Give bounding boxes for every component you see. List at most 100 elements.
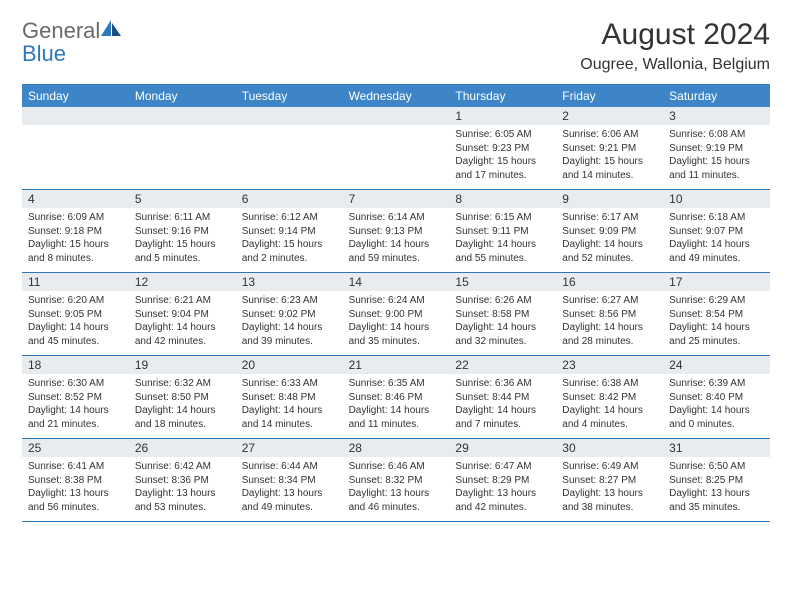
day-details [22,125,129,185]
calendar-cell: 27Sunrise: 6:44 AMSunset: 8:34 PMDayligh… [236,439,343,521]
calendar-cell: 19Sunrise: 6:32 AMSunset: 8:50 PMDayligh… [129,356,236,438]
day-details: Sunrise: 6:32 AMSunset: 8:50 PMDaylight:… [129,374,236,437]
calendar-cell: 3Sunrise: 6:08 AMSunset: 9:19 PMDaylight… [663,107,770,189]
day-number: 9 [556,190,663,208]
day-details: Sunrise: 6:44 AMSunset: 8:34 PMDaylight:… [236,457,343,520]
calendar-cell: 18Sunrise: 6:30 AMSunset: 8:52 PMDayligh… [22,356,129,438]
day-details: Sunrise: 6:38 AMSunset: 8:42 PMDaylight:… [556,374,663,437]
day-details: Sunrise: 6:50 AMSunset: 8:25 PMDaylight:… [663,457,770,520]
day-header: Thursday [449,85,556,107]
location: Ougree, Wallonia, Belgium [580,56,770,74]
calendar-week: 11Sunrise: 6:20 AMSunset: 9:05 PMDayligh… [22,273,770,356]
day-headers-row: SundayMondayTuesdayWednesdayThursdayFrid… [22,85,770,107]
calendar-cell: 28Sunrise: 6:46 AMSunset: 8:32 PMDayligh… [343,439,450,521]
day-number: 29 [449,439,556,457]
calendar-cell: 12Sunrise: 6:21 AMSunset: 9:04 PMDayligh… [129,273,236,355]
day-details [236,125,343,185]
day-details: Sunrise: 6:11 AMSunset: 9:16 PMDaylight:… [129,208,236,271]
calendar-cell: 4Sunrise: 6:09 AMSunset: 9:18 PMDaylight… [22,190,129,272]
calendar-cell: 10Sunrise: 6:18 AMSunset: 9:07 PMDayligh… [663,190,770,272]
day-number: 14 [343,273,450,291]
calendar-cell: 17Sunrise: 6:29 AMSunset: 8:54 PMDayligh… [663,273,770,355]
calendar-cell: 5Sunrise: 6:11 AMSunset: 9:16 PMDaylight… [129,190,236,272]
calendar-cell: 25Sunrise: 6:41 AMSunset: 8:38 PMDayligh… [22,439,129,521]
calendar-cell: 22Sunrise: 6:36 AMSunset: 8:44 PMDayligh… [449,356,556,438]
calendar-cell: 13Sunrise: 6:23 AMSunset: 9:02 PMDayligh… [236,273,343,355]
day-details [343,125,450,185]
calendar-cell [236,107,343,189]
day-details: Sunrise: 6:23 AMSunset: 9:02 PMDaylight:… [236,291,343,354]
day-details: Sunrise: 6:18 AMSunset: 9:07 PMDaylight:… [663,208,770,271]
day-header: Tuesday [236,85,343,107]
day-number: 6 [236,190,343,208]
day-details: Sunrise: 6:20 AMSunset: 9:05 PMDaylight:… [22,291,129,354]
day-details: Sunrise: 6:41 AMSunset: 8:38 PMDaylight:… [22,457,129,520]
header: General Blue August 2024 Ougree, Walloni… [22,18,770,74]
day-number: 4 [22,190,129,208]
day-details: Sunrise: 6:36 AMSunset: 8:44 PMDaylight:… [449,374,556,437]
calendar-cell [343,107,450,189]
calendar-cell: 9Sunrise: 6:17 AMSunset: 9:09 PMDaylight… [556,190,663,272]
day-details: Sunrise: 6:06 AMSunset: 9:21 PMDaylight:… [556,125,663,188]
calendar-cell: 24Sunrise: 6:39 AMSunset: 8:40 PMDayligh… [663,356,770,438]
day-details: Sunrise: 6:47 AMSunset: 8:29 PMDaylight:… [449,457,556,520]
calendar-cell: 11Sunrise: 6:20 AMSunset: 9:05 PMDayligh… [22,273,129,355]
day-details: Sunrise: 6:29 AMSunset: 8:54 PMDaylight:… [663,291,770,354]
calendar-cell [129,107,236,189]
day-details: Sunrise: 6:27 AMSunset: 8:56 PMDaylight:… [556,291,663,354]
month-title: August 2024 [580,18,770,52]
day-details: Sunrise: 6:08 AMSunset: 9:19 PMDaylight:… [663,125,770,188]
calendar-cell: 14Sunrise: 6:24 AMSunset: 9:00 PMDayligh… [343,273,450,355]
day-header: Wednesday [343,85,450,107]
day-number: 1 [449,107,556,125]
day-header: Friday [556,85,663,107]
day-number: 21 [343,356,450,374]
day-details: Sunrise: 6:49 AMSunset: 8:27 PMDaylight:… [556,457,663,520]
day-details: Sunrise: 6:05 AMSunset: 9:23 PMDaylight:… [449,125,556,188]
calendar-cell: 23Sunrise: 6:38 AMSunset: 8:42 PMDayligh… [556,356,663,438]
day-number: 5 [129,190,236,208]
day-number: 27 [236,439,343,457]
day-number: 12 [129,273,236,291]
sail-icon [100,18,122,38]
calendar-cell: 20Sunrise: 6:33 AMSunset: 8:48 PMDayligh… [236,356,343,438]
day-details: Sunrise: 6:33 AMSunset: 8:48 PMDaylight:… [236,374,343,437]
calendar-week: 1Sunrise: 6:05 AMSunset: 9:23 PMDaylight… [22,107,770,190]
day-details: Sunrise: 6:12 AMSunset: 9:14 PMDaylight:… [236,208,343,271]
calendar-cell: 21Sunrise: 6:35 AMSunset: 8:46 PMDayligh… [343,356,450,438]
day-details: Sunrise: 6:09 AMSunset: 9:18 PMDaylight:… [22,208,129,271]
day-number: 11 [22,273,129,291]
calendar-cell: 8Sunrise: 6:15 AMSunset: 9:11 PMDaylight… [449,190,556,272]
day-number: 25 [22,439,129,457]
day-number [236,107,343,125]
day-number [129,107,236,125]
day-header: Sunday [22,85,129,107]
weeks-container: 1Sunrise: 6:05 AMSunset: 9:23 PMDaylight… [22,107,770,522]
day-number: 3 [663,107,770,125]
calendar-week: 4Sunrise: 6:09 AMSunset: 9:18 PMDaylight… [22,190,770,273]
day-number: 19 [129,356,236,374]
brand-logo: General Blue [22,18,122,66]
title-block: August 2024 Ougree, Wallonia, Belgium [580,18,770,74]
day-details: Sunrise: 6:24 AMSunset: 9:00 PMDaylight:… [343,291,450,354]
day-number: 16 [556,273,663,291]
day-number: 28 [343,439,450,457]
calendar-cell [22,107,129,189]
day-number: 10 [663,190,770,208]
day-details: Sunrise: 6:26 AMSunset: 8:58 PMDaylight:… [449,291,556,354]
calendar-cell: 16Sunrise: 6:27 AMSunset: 8:56 PMDayligh… [556,273,663,355]
day-number: 2 [556,107,663,125]
day-header: Saturday [663,85,770,107]
calendar-cell: 15Sunrise: 6:26 AMSunset: 8:58 PMDayligh… [449,273,556,355]
day-number: 7 [343,190,450,208]
day-number: 26 [129,439,236,457]
day-details: Sunrise: 6:17 AMSunset: 9:09 PMDaylight:… [556,208,663,271]
day-number: 23 [556,356,663,374]
day-number [22,107,129,125]
day-details: Sunrise: 6:46 AMSunset: 8:32 PMDaylight:… [343,457,450,520]
day-number: 18 [22,356,129,374]
day-number: 31 [663,439,770,457]
day-number: 17 [663,273,770,291]
calendar-cell: 1Sunrise: 6:05 AMSunset: 9:23 PMDaylight… [449,107,556,189]
brand-part1: General [22,18,100,43]
